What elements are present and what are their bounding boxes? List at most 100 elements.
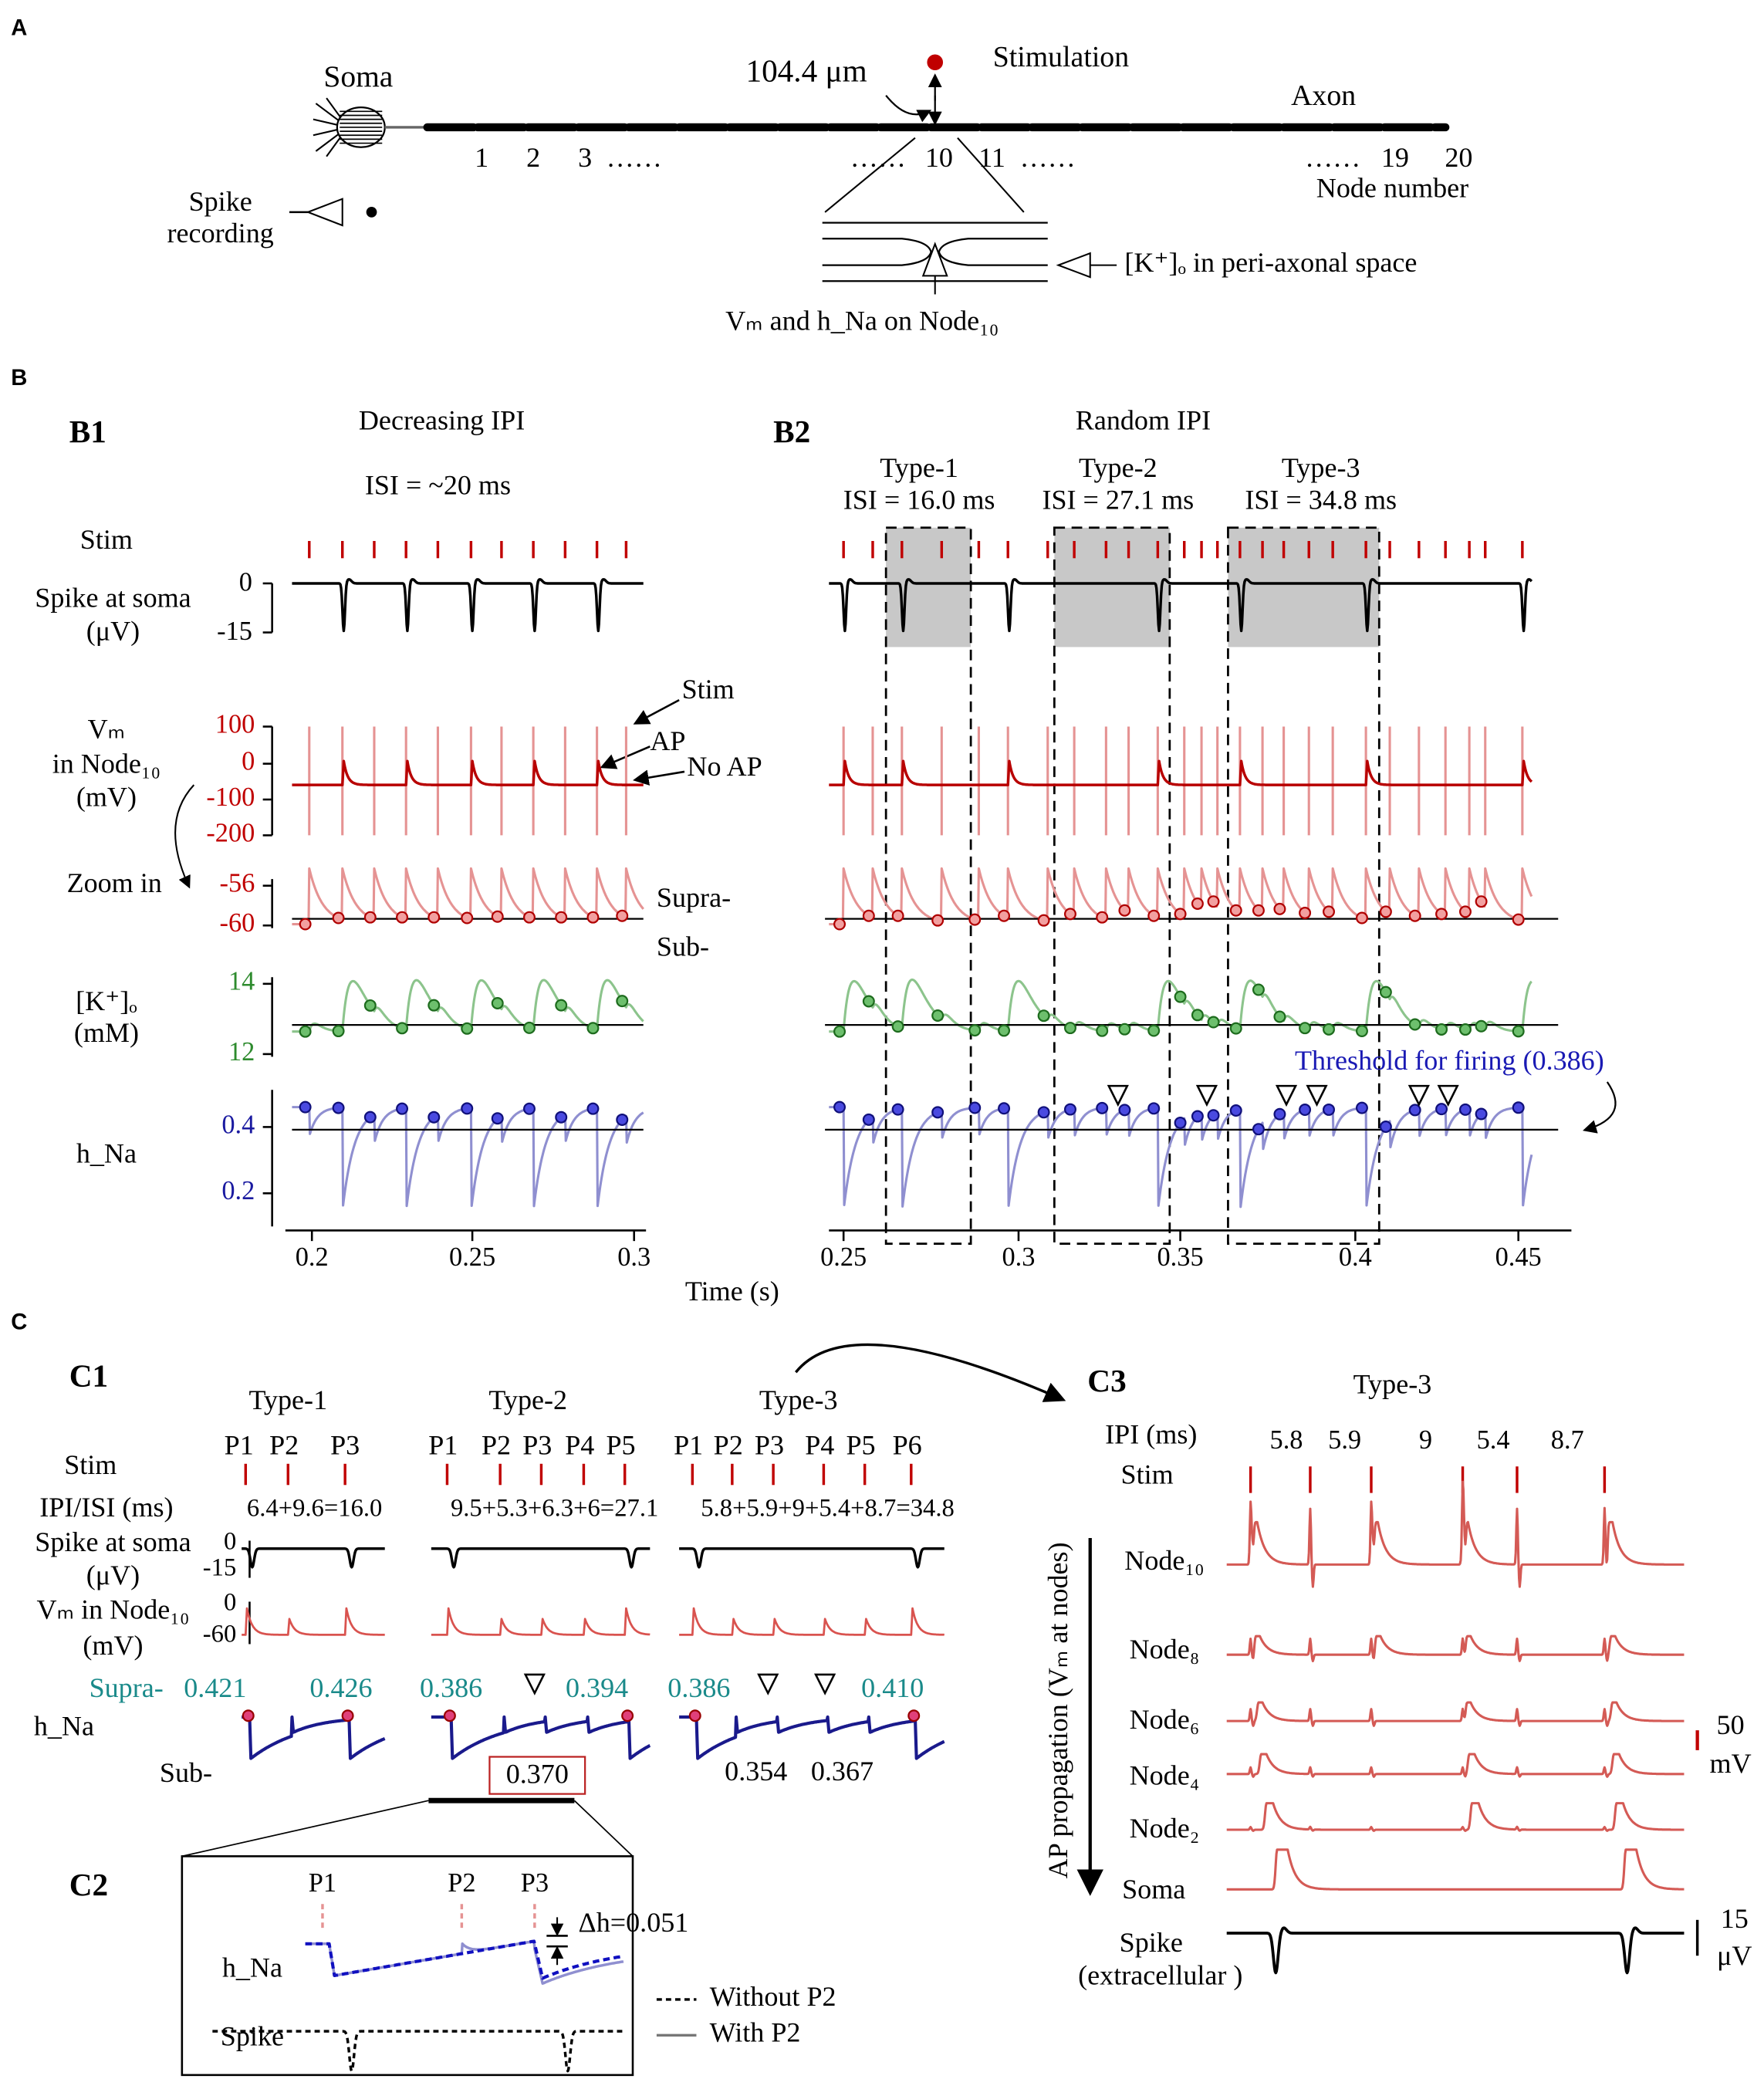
marker-dot — [862, 909, 875, 922]
marker-dot — [586, 1022, 600, 1035]
label: Type-3 — [759, 1384, 838, 1415]
marker-dot — [1435, 908, 1448, 921]
label: ISI = 34.8 ms — [1245, 484, 1397, 515]
label: Type-3 — [1353, 1368, 1432, 1399]
marker-dot — [1273, 1010, 1286, 1023]
marker-dot — [1191, 897, 1204, 910]
label: h_Na — [222, 1952, 282, 1983]
line — [181, 1800, 429, 1858]
trace — [291, 759, 644, 786]
trace — [828, 759, 1533, 786]
marker-dot — [1037, 914, 1050, 927]
marker-dot — [616, 995, 629, 1008]
label: Vₘ in Node₁₀ — [37, 1594, 190, 1625]
marker-dot — [299, 1025, 312, 1038]
type-highlight — [1054, 527, 1170, 647]
label: recording — [167, 218, 274, 248]
trace — [291, 578, 644, 633]
triangle-marker — [1275, 1084, 1298, 1107]
marker-dot — [1037, 1106, 1050, 1119]
label: 12 — [228, 1037, 255, 1067]
label: 11 — [978, 142, 1005, 173]
label: P3 — [330, 1429, 360, 1460]
label: Stim — [682, 674, 735, 705]
marker-dot — [998, 1024, 1011, 1037]
k-electrode — [1056, 252, 1091, 279]
label: Type-1 — [880, 452, 958, 483]
label: 0.410 — [861, 1672, 924, 1703]
label: 50 — [1717, 1709, 1745, 1740]
marker-dot — [586, 1102, 600, 1115]
marker-dot — [1323, 905, 1335, 918]
triangle-marker — [1437, 1084, 1459, 1107]
recording-electrode — [306, 198, 343, 227]
triangle-marker — [814, 1673, 836, 1695]
marker-dot — [443, 1709, 456, 1722]
label: 0.3 — [1002, 1242, 1035, 1272]
marker-dot — [1273, 902, 1286, 915]
label: 0.4 — [221, 1110, 255, 1139]
marker-dot — [1379, 1120, 1392, 1133]
label: 0.2 — [296, 1242, 329, 1272]
label: Type-1 — [248, 1384, 327, 1415]
label: 10 — [925, 142, 953, 173]
label: Vₘ and h_Na on Node₁₀ — [725, 306, 999, 336]
label: P2 — [714, 1429, 743, 1460]
marker-dot — [1323, 1023, 1335, 1036]
label: P3 — [755, 1429, 784, 1460]
label: P1 — [428, 1429, 458, 1460]
label: 0 — [224, 1588, 236, 1616]
marker-dot — [1063, 908, 1076, 921]
marker-dot — [1355, 1101, 1368, 1114]
marker-dot — [1096, 911, 1109, 924]
trace — [1226, 1634, 1685, 1662]
label: Decreasing IPI — [359, 404, 525, 435]
marker-dot — [998, 1102, 1011, 1115]
label: 14 — [228, 967, 255, 996]
label: B2 — [773, 414, 810, 449]
highlight-box — [488, 1756, 586, 1795]
label: Zoom in — [67, 867, 162, 898]
label: Node number — [1316, 173, 1468, 204]
marker-dot — [862, 1113, 875, 1126]
label: …… — [1305, 142, 1360, 173]
trace — [828, 978, 1533, 1033]
marker-dot — [616, 909, 629, 922]
arrow — [174, 784, 195, 889]
arrow — [885, 95, 932, 123]
marker-dot — [1229, 1022, 1242, 1035]
label: Type-2 — [488, 1384, 567, 1415]
marker-dot — [396, 1102, 409, 1115]
marker-dot — [522, 1102, 536, 1115]
label: Spike — [221, 2021, 284, 2052]
label: 5.9 — [1328, 1425, 1361, 1455]
marker-dot — [1207, 1016, 1220, 1029]
marker-dot — [1323, 1103, 1335, 1116]
label: IPI/ISI (ms) — [39, 1492, 173, 1523]
label: P1 — [225, 1429, 254, 1460]
recording-site — [366, 207, 377, 218]
marker-dot — [555, 1110, 568, 1124]
marker-dot — [1355, 911, 1368, 925]
node-electrode — [921, 242, 948, 277]
marker-dot — [998, 909, 1011, 922]
label: P1 — [674, 1429, 703, 1460]
marker-dot — [1512, 913, 1525, 926]
trace — [1226, 1848, 1685, 1891]
marker-dot — [491, 997, 504, 1009]
triangle-marker — [1306, 1084, 1328, 1107]
marker-dot — [1475, 1019, 1488, 1033]
label: Spike — [189, 186, 252, 217]
label: B1 — [69, 414, 106, 449]
marker-dot — [1147, 1102, 1161, 1115]
triangle-marker — [1195, 1084, 1218, 1107]
label: AP — [650, 725, 685, 756]
myelin — [822, 238, 1048, 252]
marker-dot — [1063, 1103, 1076, 1116]
marker-dot — [461, 1102, 474, 1115]
marker-dot — [968, 913, 982, 926]
marker-dot — [1408, 1018, 1421, 1031]
label: Δh=0.051 — [579, 1907, 689, 1938]
marker-dot — [332, 1025, 345, 1038]
marker-dot — [242, 1709, 255, 1722]
